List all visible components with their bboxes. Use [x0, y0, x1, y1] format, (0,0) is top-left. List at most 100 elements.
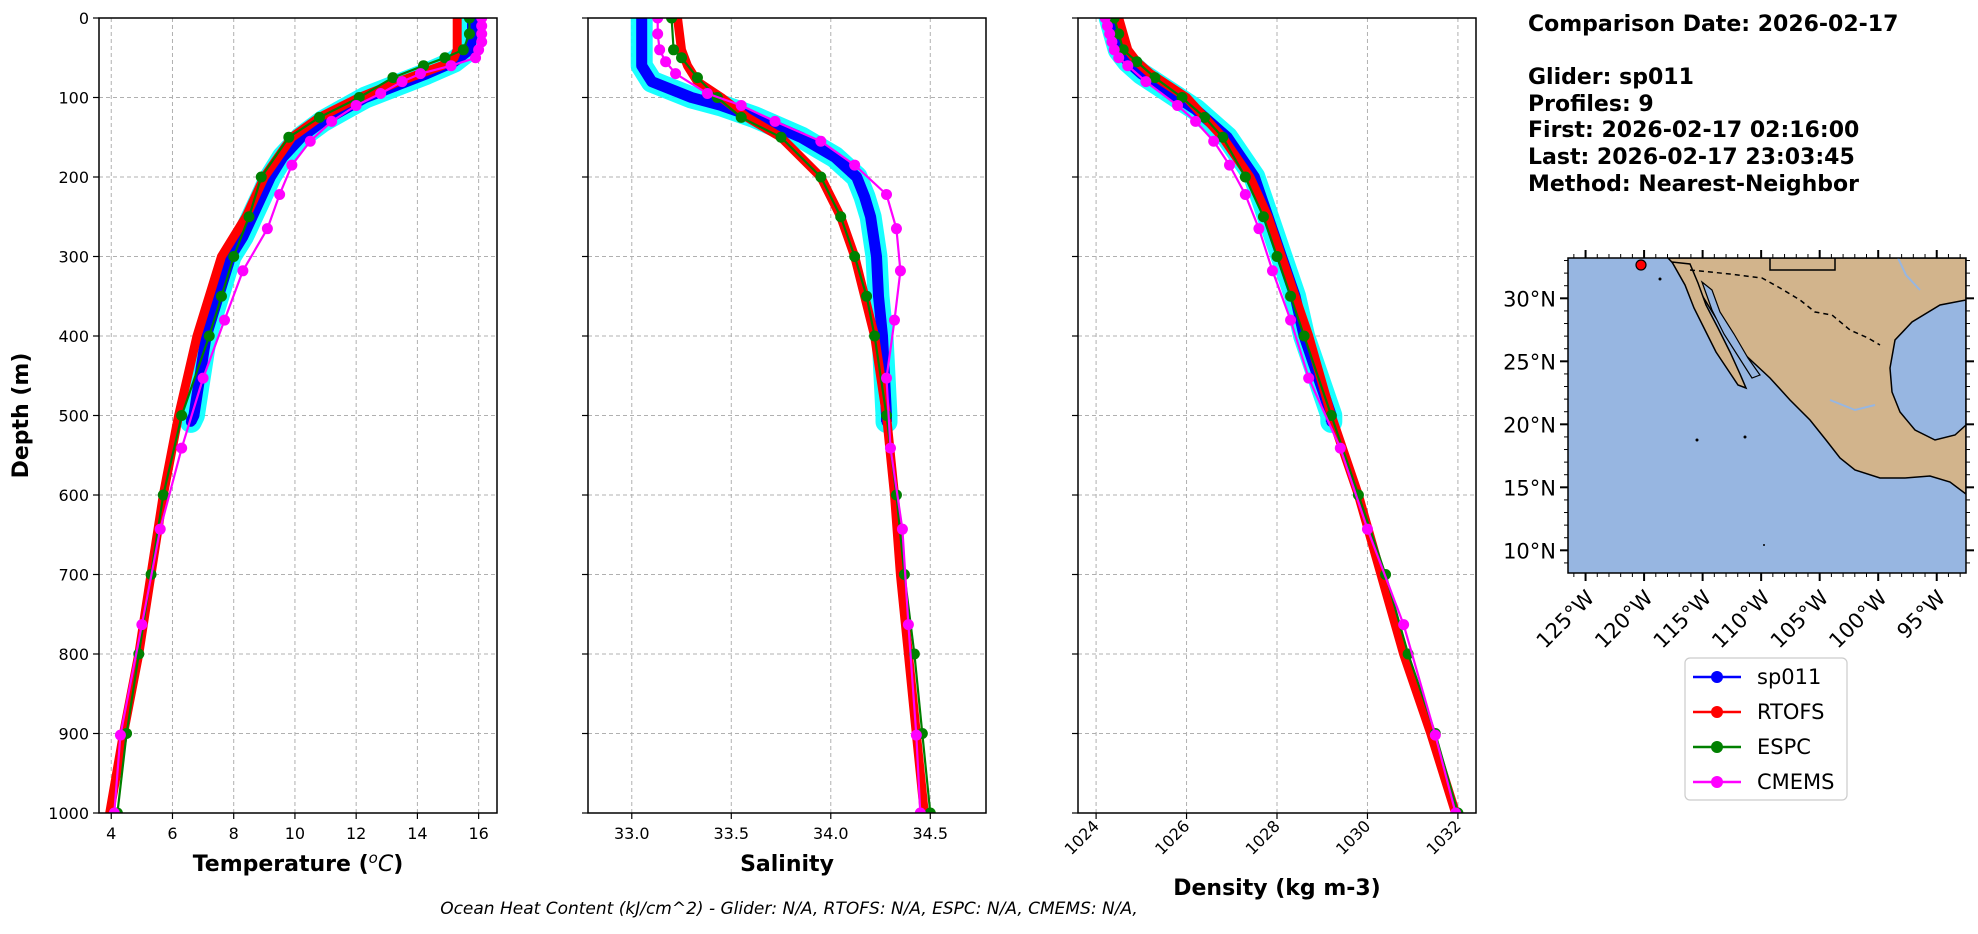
sp011-spread — [179, 18, 484, 433]
data-point-cmems — [881, 372, 892, 384]
y-tick-label: 400 — [58, 327, 89, 346]
map-x-tick-label: 105°W — [1766, 585, 1834, 653]
x-tick-label: 33.0 — [614, 824, 650, 843]
legend-label-cmems: CMEMS — [1757, 770, 1835, 794]
legend: sp011 RTOFS ESPC CMEMS — [1684, 657, 1848, 801]
data-point-cmems — [154, 523, 166, 535]
data-point-cmems — [350, 99, 362, 111]
map-y-tick-label: 25°N — [1503, 350, 1556, 374]
info-panel: Comparison Date: 2026-02-17 Glider: sp01… — [1528, 12, 1898, 198]
data-point-cmems — [1285, 314, 1297, 326]
data-point-espc — [1217, 131, 1229, 143]
data-point-espc — [668, 44, 680, 56]
map-baja-california — [1670, 261, 1748, 390]
x-axis-label: Temperature (oC) — [193, 849, 404, 877]
data-point-espc — [1271, 251, 1283, 262]
legend-marker-rtofs — [1711, 706, 1723, 718]
x-tick-label: 16 — [468, 824, 488, 843]
data-point-espc — [1199, 111, 1211, 123]
data-point-cmems — [136, 619, 148, 631]
data-point-cmems — [476, 28, 488, 40]
data-point-cmems — [1113, 52, 1125, 64]
map-x-tick-label: 125°W — [1532, 585, 1600, 653]
data-point-cmems — [1172, 99, 1183, 111]
data-point-cmems — [375, 88, 387, 100]
data-point-cmems — [894, 265, 906, 277]
x-tick-label: 1024 — [1061, 816, 1103, 858]
data-point-sp011 — [859, 191, 870, 202]
data-point-cmems — [849, 159, 861, 171]
data-point-espc — [881, 410, 892, 421]
map-x-tick-label: 95°W — [1892, 585, 1950, 643]
x-tick-label: 6 — [167, 824, 177, 843]
legend-marker-espc — [1711, 741, 1723, 753]
map-y-tick-label: 30°N — [1503, 287, 1556, 311]
map-island — [1658, 277, 1662, 281]
data-point-espc — [775, 131, 787, 143]
data-point-espc — [1239, 171, 1251, 183]
data-point-cmems — [1429, 729, 1441, 741]
data-point-espc — [924, 807, 936, 813]
data-point-cmems — [470, 52, 482, 64]
data-point-cmems — [914, 807, 926, 813]
data-point-cmems — [652, 18, 664, 24]
data-point-espc — [463, 28, 475, 40]
first-time: First: 2026-02-17 02:16:00 — [1528, 118, 1860, 144]
data-point-cmems — [1190, 115, 1202, 127]
y-tick-label: 500 — [58, 407, 89, 426]
data-point-cmems — [326, 115, 338, 127]
x-tick-label: 34.5 — [912, 824, 948, 843]
data-point-sp011 — [636, 36, 647, 47]
data-point-cmems — [881, 188, 892, 200]
comparison-date: Comparison Date: 2026-02-17 — [1528, 12, 1899, 37]
data-point-espc — [463, 18, 475, 24]
data-point-cmems — [769, 115, 781, 127]
legend-marker-sp011 — [1711, 671, 1723, 683]
series-line-sp011 — [636, 18, 892, 422]
y-tick-label: 800 — [58, 645, 89, 664]
data-point-espc — [1113, 28, 1125, 40]
data-point-cmems — [219, 314, 231, 326]
data-point-espc — [243, 211, 255, 223]
data-point-cmems — [1450, 807, 1462, 813]
panel-1: 0 100 200 300 400 500 600 700 800 900 1000 4 6 8 10 12 1… — [9, 9, 498, 877]
glider-name: Glider: sp011 — [1528, 65, 1694, 91]
data-point-espc — [203, 330, 215, 342]
data-point-cmems — [896, 523, 908, 535]
map-y-tick-label: 15°N — [1503, 476, 1556, 500]
data-point-cmems — [884, 442, 896, 454]
profile-panels: 0 100 200 300 400 500 600 700 800 900 1000 4 6 8 10 12 1… — [9, 9, 1477, 901]
data-point-cmems — [108, 807, 120, 813]
data-point-cmems — [701, 88, 713, 100]
map-border-usa — [1769, 258, 1836, 271]
x-tick-label: 34.0 — [813, 824, 849, 843]
map-island — [1695, 438, 1699, 442]
method: Method: Nearest-Neighbor — [1528, 171, 1859, 197]
data-point-cmems — [114, 729, 126, 741]
y-tick-label: 200 — [58, 168, 89, 187]
data-point-espc — [176, 410, 188, 421]
map-x-tick-label: 110°W — [1707, 585, 1775, 653]
data-point-espc — [1108, 18, 1120, 24]
ocean-heat-content: Ocean Heat Content (kJ/cm^2) - Glider: N… — [440, 899, 1138, 919]
data-point-sp011 — [829, 152, 840, 163]
data-point-cmems — [670, 68, 682, 80]
data-point-cmems — [237, 265, 249, 277]
data-point-cmems — [1122, 60, 1134, 72]
data-point-cmems — [654, 44, 666, 56]
x-tick-label: 10 — [285, 824, 305, 843]
data-point-cmems — [1239, 188, 1251, 200]
map-gulf-of-mexico — [1889, 299, 1966, 441]
x-tick-label: 4 — [106, 824, 116, 843]
data-point-cmems — [652, 28, 664, 40]
glider-position-marker — [1635, 259, 1647, 271]
data-point-espc — [666, 18, 678, 24]
x-tick-label: 1030 — [1332, 816, 1374, 858]
data-point-espc — [1149, 72, 1161, 84]
map-y-tick-label: 10°N — [1503, 539, 1556, 563]
map-y-tick-label: 20°N — [1503, 413, 1556, 437]
data-point-cmems — [1398, 619, 1410, 631]
x-tick-label: 14 — [407, 824, 427, 843]
data-point-espc — [861, 290, 873, 302]
